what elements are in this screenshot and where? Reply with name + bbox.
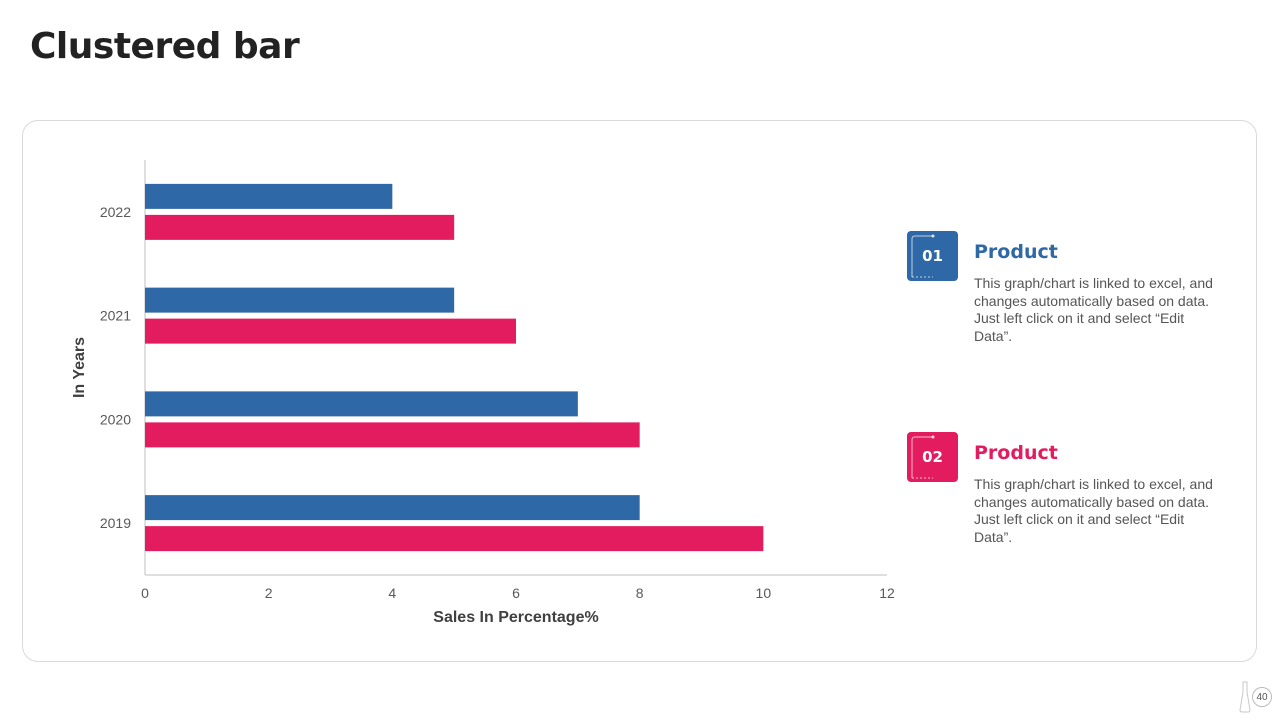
- badge-bracket-icon: [911, 234, 935, 278]
- x-tick-label: 10: [756, 585, 772, 601]
- x-tick-label: 12: [879, 585, 895, 601]
- page-number: 40: [1252, 687, 1272, 707]
- slide-title: Clustered bar: [30, 26, 300, 67]
- x-tick-label: 4: [388, 585, 396, 601]
- bar-2020-series-1: [145, 391, 578, 417]
- bar-2019-series-2: [145, 526, 764, 552]
- y-tick-label: 2022: [100, 204, 131, 220]
- legend-description: This graph/chart is linked to excel, and…: [974, 476, 1213, 545]
- legend-badge-number: 01: [922, 247, 943, 265]
- x-tick-label: 8: [636, 585, 644, 601]
- legend-badge-01: 01: [907, 231, 958, 281]
- bar-2019-series-1: [145, 495, 640, 521]
- legend-title: Product: [974, 442, 1058, 464]
- bar-2021-series-2: [145, 318, 516, 344]
- chart-panel: [22, 120, 1257, 662]
- legend-item-product-01: 01 Product This graph/chart is linked to…: [907, 231, 1237, 351]
- x-tick-label: 6: [512, 585, 520, 601]
- bar-2020-series-2: [145, 422, 640, 448]
- y-tick-label: 2021: [100, 308, 131, 324]
- bar-2022-series-1: [145, 183, 393, 209]
- clustered-bar-chart[interactable]: 2019 2020 2021 2022 0 2 4 6 8 10 12 Sales In Percen…: [0, 0, 900, 660]
- bar-2022-series-2: [145, 214, 455, 240]
- x-tick-label: 0: [141, 585, 149, 601]
- legend-item-product-02: 02 Product This graph/chart is linked to…: [907, 432, 1237, 552]
- legend-description: This graph/chart is linked to excel, and…: [974, 275, 1213, 344]
- legend-badge-number: 02: [922, 448, 943, 466]
- y-tick-label: 2019: [100, 515, 131, 531]
- flask-icon: [1239, 681, 1251, 713]
- y-tick-label: 2020: [100, 411, 131, 427]
- x-axis-title: Sales In Percentage%: [433, 609, 598, 626]
- x-tick-label: 2: [265, 585, 273, 601]
- badge-bracket-icon: [911, 435, 935, 479]
- y-axis-title: In Years: [71, 337, 88, 398]
- bar-2021-series-1: [145, 287, 455, 313]
- legend-title: Product: [974, 241, 1058, 263]
- legend-badge-02: 02: [907, 432, 958, 482]
